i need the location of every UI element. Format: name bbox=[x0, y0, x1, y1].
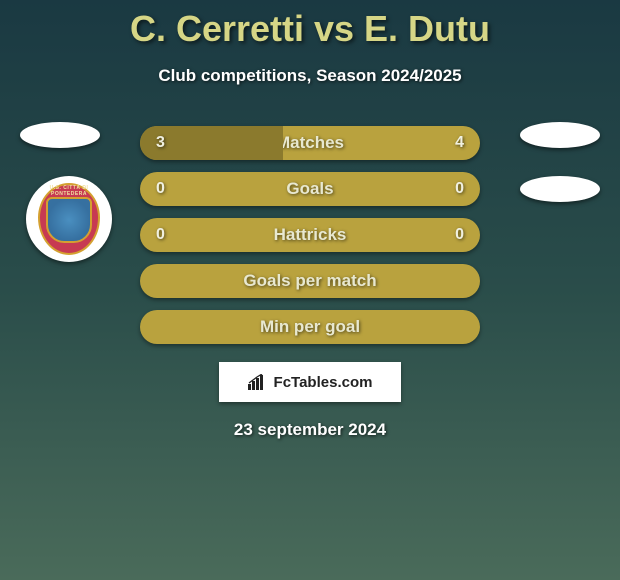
player-right-pill-2 bbox=[520, 176, 600, 202]
stat-value-right: 0 bbox=[455, 226, 464, 244]
site-logo: FcTables.com bbox=[219, 362, 401, 402]
club-crest: U.S. CITTÀ DI PONTEDERA bbox=[38, 183, 100, 255]
stat-row: 0 Goals 0 bbox=[140, 172, 480, 206]
stat-row: 0 Hattricks 0 bbox=[140, 218, 480, 252]
site-logo-text: FcTables.com bbox=[274, 374, 373, 391]
date-text: 23 september 2024 bbox=[0, 420, 620, 440]
page-subtitle: Club competitions, Season 2024/2025 bbox=[0, 66, 620, 86]
stat-row: Min per goal bbox=[140, 310, 480, 344]
stat-row: 3 Matches 4 bbox=[140, 126, 480, 160]
crest-text: U.S. CITTÀ DI PONTEDERA bbox=[38, 185, 100, 197]
stat-row: Goals per match bbox=[140, 264, 480, 298]
stat-label: Hattricks bbox=[274, 225, 347, 245]
stat-value-left: 3 bbox=[156, 134, 165, 152]
club-badge-left: U.S. CITTÀ DI PONTEDERA bbox=[26, 176, 112, 262]
stat-value-left: 0 bbox=[156, 226, 165, 244]
player-left-pill bbox=[20, 122, 100, 148]
stat-label: Goals per match bbox=[243, 271, 376, 291]
stat-value-left: 0 bbox=[156, 180, 165, 198]
stat-label: Goals bbox=[286, 179, 333, 199]
stat-label: Min per goal bbox=[260, 317, 360, 337]
stat-value-right: 0 bbox=[455, 180, 464, 198]
stat-value-right: 4 bbox=[455, 134, 464, 152]
player-right-pill bbox=[520, 122, 600, 148]
stat-label: Matches bbox=[276, 133, 344, 153]
bar-chart-icon bbox=[248, 374, 268, 390]
page-title: C. Cerretti vs E. Dutu bbox=[0, 0, 620, 50]
